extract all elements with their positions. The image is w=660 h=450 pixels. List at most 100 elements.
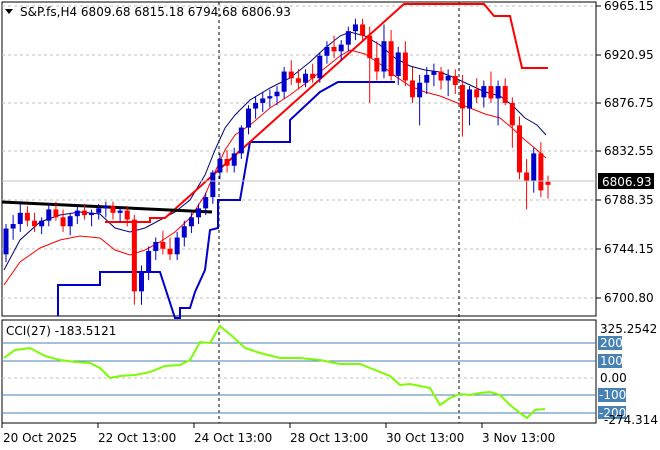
candle-body: [331, 46, 337, 52]
candle-body: [146, 250, 152, 272]
time-label: 20 Oct 2025: [3, 431, 77, 445]
candle-body: [438, 71, 444, 81]
candle-body: [388, 41, 394, 77]
candle-body: [89, 212, 95, 216]
time-label: 24 Oct 13:00: [194, 431, 272, 445]
candle-body: [317, 55, 323, 79]
candle-body: [46, 209, 52, 221]
candle-body: [374, 58, 380, 72]
collapse-arrow-icon[interactable]: [5, 9, 13, 14]
symbol-line: S&P.fs,H4 6809.68 6815.18 6794.68 6806.9…: [20, 5, 291, 19]
candle-body: [196, 208, 202, 218]
candle-body: [467, 89, 473, 109]
cci-level-label: -100: [599, 388, 626, 402]
candle-body: [39, 220, 45, 227]
candle-body: [81, 210, 87, 216]
price-label: 6700.80: [604, 291, 654, 305]
candle-body: [260, 98, 266, 103]
candle-body: [360, 24, 366, 36]
cci-level-box: [598, 388, 626, 402]
candle-body: [502, 86, 508, 103]
candle-body: [153, 241, 159, 251]
candle-body: [217, 159, 223, 173]
candle-body: [3, 228, 9, 255]
candle-body: [160, 241, 166, 249]
candle-body: [74, 210, 80, 217]
candle-body: [509, 102, 515, 126]
cci-line: [3, 324, 546, 420]
time-label: 22 Oct 13:00: [98, 431, 176, 445]
candle-body: [459, 84, 465, 109]
candle-body: [53, 209, 59, 218]
time-label: 30 Oct 13:00: [386, 431, 464, 445]
candle-body: [410, 80, 415, 98]
price-label: 6788.35: [604, 193, 654, 207]
time-axis[interactable]: 20 Oct 2025 22 Oct 13:00 24 Oct 13:00 28…: [1, 423, 555, 445]
candle-body: [10, 224, 16, 229]
candle-body: [67, 216, 73, 227]
candle-body: [238, 127, 244, 154]
candle-body: [352, 24, 358, 32]
candle-body: [17, 212, 23, 225]
header: S&P.fs,H4 6809.68 6815.18 6794.68 6806.9…: [5, 5, 291, 19]
candle-body: [495, 86, 501, 99]
cci-panel[interactable]: [1, 319, 597, 424]
cci-level-label: 200: [600, 336, 623, 350]
resistance-band-line: [105, 3, 548, 223]
cci-label: CCI(27) -183.5121: [6, 324, 116, 338]
price-label: 6965.15: [604, 0, 654, 13]
time-label: 3 Nov 13:00: [482, 431, 555, 445]
candle-body: [481, 86, 487, 98]
candle-body: [253, 102, 259, 109]
candle-body: [367, 35, 373, 59]
candle-body: [303, 73, 309, 83]
cci-level-label: 0.00: [600, 371, 627, 385]
candle-body: [60, 217, 66, 227]
candle-body: [210, 172, 216, 198]
candle-body: [174, 237, 180, 255]
candle-body: [516, 125, 522, 173]
candles[interactable]: [3, 18, 551, 305]
candle-body: [203, 197, 209, 209]
price-label: 6744.15: [604, 242, 654, 256]
cci-level-box: [598, 406, 626, 419]
cci-axis-top: 325.2542: [600, 322, 657, 336]
price-grid: [2, 5, 596, 299]
candle-body: [524, 172, 530, 182]
candle-body: [24, 212, 30, 221]
current-price-label: 6806.93: [602, 175, 652, 189]
candle-body: [531, 153, 537, 182]
candle-body: [474, 89, 480, 98]
cci-level-label: -200: [599, 406, 626, 420]
price-axis[interactable]: 6965.15 6920.95 6876.75 6832.55 6788.35 …: [596, 0, 654, 305]
current-price-box: [598, 173, 654, 189]
candle-body: [103, 206, 109, 209]
candle-body: [181, 226, 187, 238]
candle-body: [188, 217, 194, 227]
candle-body: [338, 44, 344, 52]
candle-body: [545, 181, 551, 185]
price-panel[interactable]: [1, 1, 597, 317]
candle-body: [452, 76, 458, 85]
time-label: 28 Oct 13:00: [290, 431, 368, 445]
candle-body: [288, 71, 294, 79]
cci-level-label: 100: [600, 354, 623, 368]
candle-body: [245, 108, 251, 128]
candle-body: [139, 271, 144, 292]
candle-body: [402, 52, 408, 81]
support-band-line: [57, 81, 395, 319]
candle-body: [167, 248, 173, 255]
candle-body: [488, 86, 494, 99]
price-label: 6832.55: [604, 144, 654, 158]
candle-body: [345, 31, 351, 45]
cci-axis-bottom: -274.314: [604, 413, 658, 427]
candle-body: [274, 91, 280, 97]
candle-body: [324, 46, 330, 56]
cci-level-box: [598, 336, 622, 350]
candle-body: [445, 76, 451, 81]
candle-body: [131, 219, 137, 292]
candle-body: [96, 208, 102, 213]
candle-body: [110, 206, 116, 213]
candle-body: [381, 41, 387, 72]
